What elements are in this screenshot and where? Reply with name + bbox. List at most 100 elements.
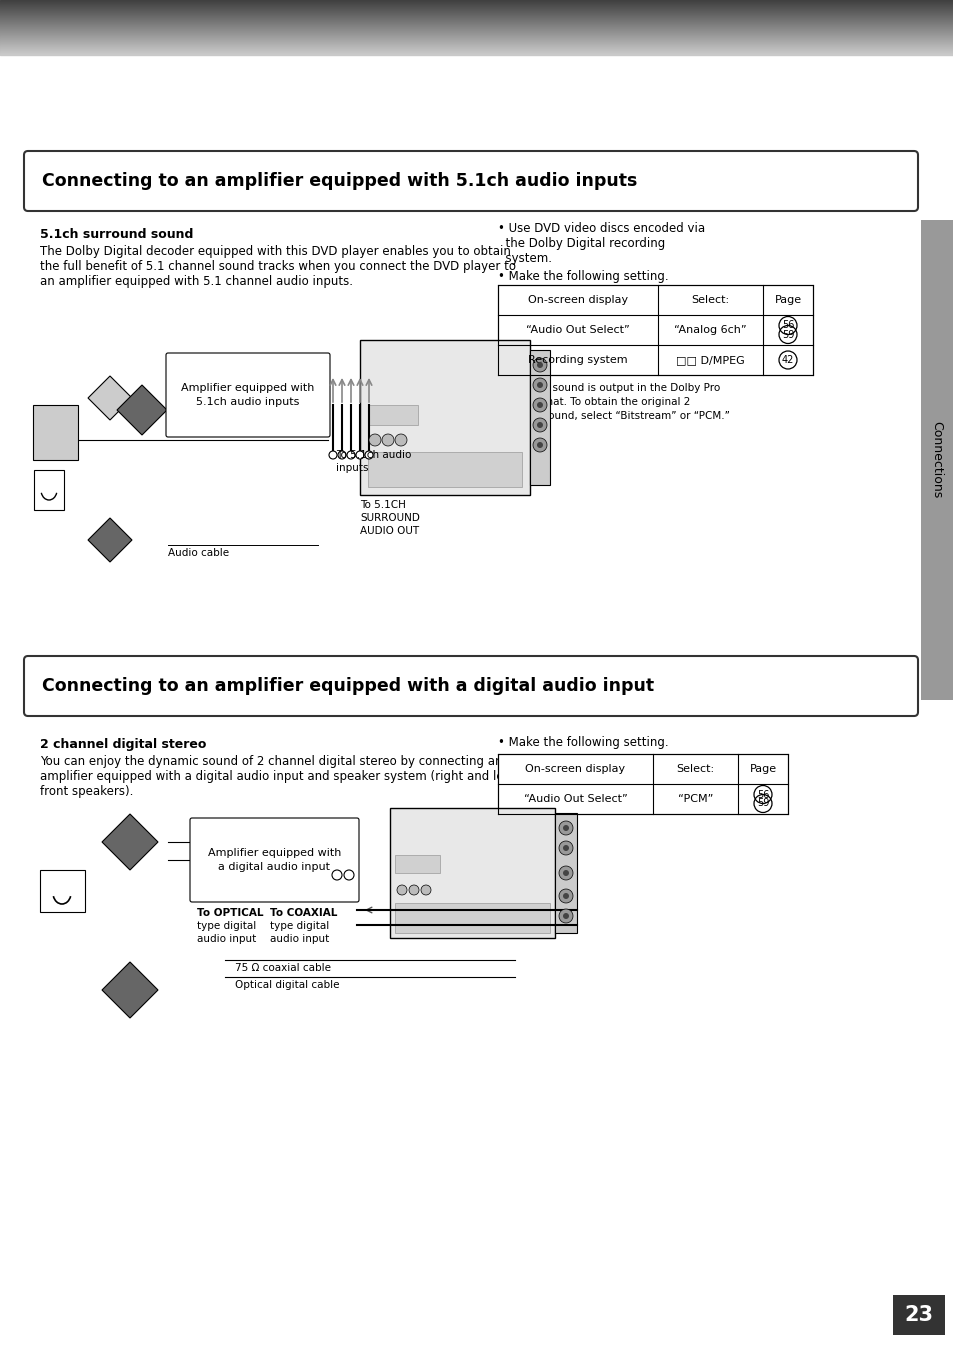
Bar (0, 51, 953, 53)
Text: □□ D/MPEG: □□ D/MPEG (676, 355, 744, 365)
Bar (0, 39, 953, 40)
Text: • Make the following setting.: • Make the following setting. (497, 736, 668, 749)
Text: Logic format. To obtain the original 2: Logic format. To obtain the original 2 (497, 398, 690, 407)
Bar (0, 3, 953, 4)
Bar (368, 452, 521, 487)
Text: 42: 42 (781, 355, 793, 365)
Bar (0, 49, 953, 50)
Bar (390, 807, 555, 938)
Circle shape (533, 377, 546, 392)
Bar (0, 7, 953, 8)
Bar (497, 284, 812, 375)
Bar (0, 54, 953, 55)
Bar (0, 27, 953, 28)
Bar (920, 220, 953, 700)
Bar (0, 22, 953, 23)
Text: amplifier equipped with a digital audio input and speaker system (right and left: amplifier equipped with a digital audio … (40, 770, 512, 783)
Text: type digital: type digital (196, 921, 256, 931)
Bar (0, 23, 953, 24)
Bar (0, 50, 953, 53)
Bar (0, 19, 953, 22)
Circle shape (537, 381, 542, 388)
Text: Connecting to an amplifier equipped with 5.1ch audio inputs: Connecting to an amplifier equipped with… (42, 173, 637, 190)
Circle shape (369, 434, 380, 446)
Bar (0, 46, 953, 47)
Circle shape (420, 886, 431, 895)
Polygon shape (88, 518, 132, 562)
Text: audio input: audio input (270, 934, 329, 944)
Bar (0, 13, 953, 15)
Bar (0, 47, 953, 49)
Bar (0, 15, 953, 16)
Bar (0, 9, 953, 11)
Circle shape (537, 422, 542, 429)
Circle shape (533, 398, 546, 412)
Circle shape (558, 888, 573, 903)
Text: channel sound, select “Bitstream” or “PCM.”: channel sound, select “Bitstream” or “PC… (497, 411, 729, 421)
Text: an amplifier equipped with 5.1 channel audio inputs.: an amplifier equipped with 5.1 channel a… (40, 275, 353, 288)
Bar (0, 34, 953, 35)
Circle shape (533, 418, 546, 431)
Bar (0, 4, 953, 5)
Text: Connections: Connections (929, 422, 943, 499)
Bar (892, 1295, 944, 1335)
Bar (0, 15, 953, 18)
Bar (0, 36, 953, 38)
Text: 56: 56 (781, 321, 793, 330)
Bar (33, 404, 78, 460)
Text: The Dolby Digital decoder equipped with this DVD player enables you to obtain: The Dolby Digital decoder equipped with … (40, 245, 511, 257)
Text: 2 channel sound is output in the Dolby Pro: 2 channel sound is output in the Dolby P… (497, 383, 720, 394)
Bar (395, 855, 439, 874)
Bar (0, 8, 953, 9)
Text: 23: 23 (903, 1305, 933, 1325)
Bar (0, 31, 953, 32)
Text: Optical digital cable: Optical digital cable (234, 980, 339, 989)
Text: front speakers).: front speakers). (40, 785, 133, 798)
Circle shape (381, 434, 394, 446)
Bar (368, 404, 417, 425)
Text: the full benefit of 5.1 channel sound tracks when you connect the DVD player to: the full benefit of 5.1 channel sound tr… (40, 260, 516, 274)
Bar (34, 470, 64, 510)
Bar (0, 40, 953, 42)
Circle shape (409, 886, 418, 895)
Text: “Audio Out Select”: “Audio Out Select” (523, 794, 627, 803)
Text: To 5.1CH
SURROUND
AUDIO OUT: To 5.1CH SURROUND AUDIO OUT (359, 500, 419, 537)
Text: Amplifier equipped with
a digital audio input: Amplifier equipped with a digital audio … (208, 848, 341, 872)
Circle shape (355, 452, 364, 460)
Bar (530, 350, 550, 485)
Bar (0, 5, 953, 7)
Text: “PCM”: “PCM” (677, 794, 713, 803)
Polygon shape (102, 814, 158, 869)
Circle shape (395, 434, 407, 446)
Circle shape (562, 869, 568, 876)
Text: • Make the following setting.: • Make the following setting. (497, 270, 668, 283)
Bar (0, 18, 953, 19)
Bar (0, 38, 953, 39)
Bar (0, 39, 953, 40)
Bar (0, 42, 953, 43)
Bar (0, 32, 953, 34)
Bar (0, 0, 953, 1)
Circle shape (562, 913, 568, 919)
Text: 75 Ω coaxial cable: 75 Ω coaxial cable (234, 962, 331, 973)
Text: To COAXIAL: To COAXIAL (270, 909, 337, 918)
Bar (0, 26, 953, 27)
Text: 59: 59 (781, 329, 793, 340)
Bar (0, 44, 953, 46)
Text: 5.1ch surround sound: 5.1ch surround sound (40, 228, 193, 241)
Circle shape (558, 821, 573, 834)
Bar (0, 12, 953, 13)
Text: • Use DVD video discs encoded via: • Use DVD video discs encoded via (497, 222, 704, 235)
Circle shape (537, 442, 542, 448)
Text: To 5.1ch audio
inputs: To 5.1ch audio inputs (335, 450, 411, 473)
Bar (359, 340, 530, 495)
Text: 56: 56 (756, 790, 768, 799)
Circle shape (558, 841, 573, 855)
Circle shape (537, 402, 542, 408)
Bar (0, 35, 953, 36)
Circle shape (533, 438, 546, 452)
Bar (0, 50, 953, 51)
Circle shape (396, 886, 407, 895)
Circle shape (332, 869, 341, 880)
Circle shape (344, 869, 354, 880)
